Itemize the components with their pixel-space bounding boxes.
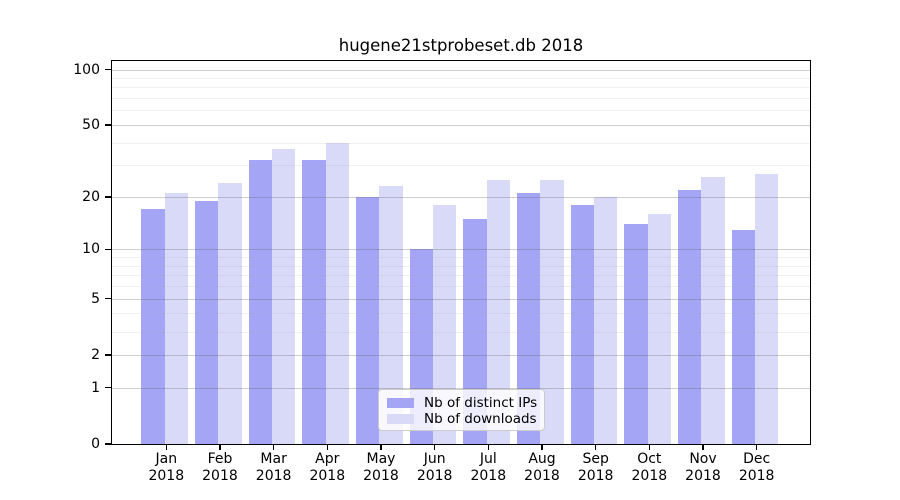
bar-downloads-feb bbox=[218, 182, 242, 444]
plot-area: Nb of distinct IPs Nb of downloads bbox=[112, 61, 810, 444]
y-tick-mark-1 bbox=[105, 387, 111, 389]
y-tick-mark-10 bbox=[105, 248, 111, 251]
y-tick-label-50: 50 bbox=[82, 116, 100, 133]
bar-downloads-sep bbox=[594, 196, 618, 444]
bar-distinct-ips-sep bbox=[570, 205, 595, 444]
legend-box: Nb of distinct IPs Nb of downloads bbox=[378, 389, 545, 431]
y-tick-label-5: 5 bbox=[91, 290, 100, 307]
x-tick-label-apr: Apr 2018 bbox=[309, 451, 346, 484]
x-tick-label-sep: Sep 2018 bbox=[577, 451, 614, 484]
chart-title: hugene21stprobeset.db 2018 bbox=[338, 36, 584, 55]
y-tick-label-0: 0 bbox=[91, 436, 100, 452]
bars-layer bbox=[112, 61, 810, 444]
x-tick-mark-jun bbox=[433, 445, 436, 450]
x-tick-label-jan: Jan 2018 bbox=[148, 451, 185, 484]
bar-distinct-ips-dec bbox=[731, 229, 756, 444]
x-tick-label-aug: Aug 2018 bbox=[524, 451, 560, 484]
x-tick-mark-oct bbox=[648, 445, 651, 450]
bar-distinct-ips-jul bbox=[463, 219, 487, 444]
x-tick-label-jul: Jul 2018 bbox=[470, 451, 507, 484]
y-tick-label-10: 10 bbox=[82, 241, 100, 258]
bar-downloads-aug bbox=[540, 179, 564, 444]
x-tick-label-mar: Mar 2018 bbox=[255, 451, 292, 484]
x-tick-label-nov: Nov 2018 bbox=[685, 451, 721, 484]
x-tick-mark-sep bbox=[594, 445, 597, 450]
bar-downloads-mar bbox=[272, 148, 296, 444]
y-tick-mark-20 bbox=[105, 196, 111, 198]
bar-downloads-jul bbox=[486, 179, 511, 444]
x-tick-mark-jan bbox=[165, 445, 167, 450]
x-tick-mark-apr bbox=[326, 445, 328, 450]
y-tick-mark-5 bbox=[105, 297, 111, 300]
y-tick-label-20: 20 bbox=[82, 188, 100, 205]
y-tick-label-1: 1 bbox=[91, 379, 100, 396]
bar-distinct-ips-feb bbox=[194, 200, 219, 444]
bar-downloads-jun bbox=[433, 205, 457, 444]
bar-distinct-ips-jan bbox=[141, 209, 165, 444]
bar-distinct-ips-mar bbox=[248, 160, 273, 444]
legend-swatch-distinct-ips bbox=[387, 398, 414, 408]
bar-downloads-jan bbox=[164, 193, 189, 444]
x-tick-label-jun: Jun 2018 bbox=[416, 451, 453, 484]
y-tick-mark-50 bbox=[105, 124, 111, 126]
x-tick-label-dec: Dec 2018 bbox=[738, 451, 775, 484]
x-tick-mark-aug bbox=[541, 445, 543, 450]
legend-item-downloads: Nb of downloads bbox=[387, 411, 544, 427]
x-tick-mark-nov bbox=[702, 445, 704, 450]
x-tick-mark-may bbox=[380, 445, 382, 450]
bar-downloads-oct bbox=[647, 214, 672, 444]
bar-downloads-dec bbox=[755, 173, 779, 444]
bar-distinct-ips-may bbox=[355, 196, 380, 444]
bar-distinct-ips-nov bbox=[678, 189, 702, 444]
x-tick-mark-mar bbox=[272, 445, 275, 450]
x-tick-label-feb: Feb 2018 bbox=[202, 451, 238, 484]
bar-distinct-ips-oct bbox=[624, 224, 648, 444]
y-tick-label-2: 2 bbox=[91, 346, 100, 363]
x-tick-label-oct: Oct 2018 bbox=[631, 451, 668, 484]
x-tick-label-may: May 2018 bbox=[363, 451, 399, 484]
y-tick-mark-2 bbox=[105, 354, 111, 356]
bar-downloads-may bbox=[379, 186, 403, 444]
bar-distinct-ips-apr bbox=[302, 160, 326, 444]
x-tick-mark-dec bbox=[755, 445, 758, 450]
bar-downloads-nov bbox=[701, 176, 725, 444]
legend-item-distinct-ips: Nb of distinct IPs bbox=[387, 395, 544, 411]
x-tick-mark-jul bbox=[487, 445, 489, 450]
legend-swatch-downloads bbox=[387, 414, 414, 424]
y-tick-mark-0 bbox=[105, 443, 111, 445]
y-tick-mark-100 bbox=[105, 68, 111, 71]
bar-downloads-apr bbox=[325, 142, 350, 444]
legend-label-distinct-ips: Nb of distinct IPs bbox=[424, 395, 538, 411]
y-tick-label-100: 100 bbox=[73, 61, 100, 78]
x-tick-mark-feb bbox=[219, 445, 221, 450]
bar-distinct-ips-aug bbox=[516, 193, 541, 444]
legend-label-downloads: Nb of downloads bbox=[424, 411, 537, 427]
